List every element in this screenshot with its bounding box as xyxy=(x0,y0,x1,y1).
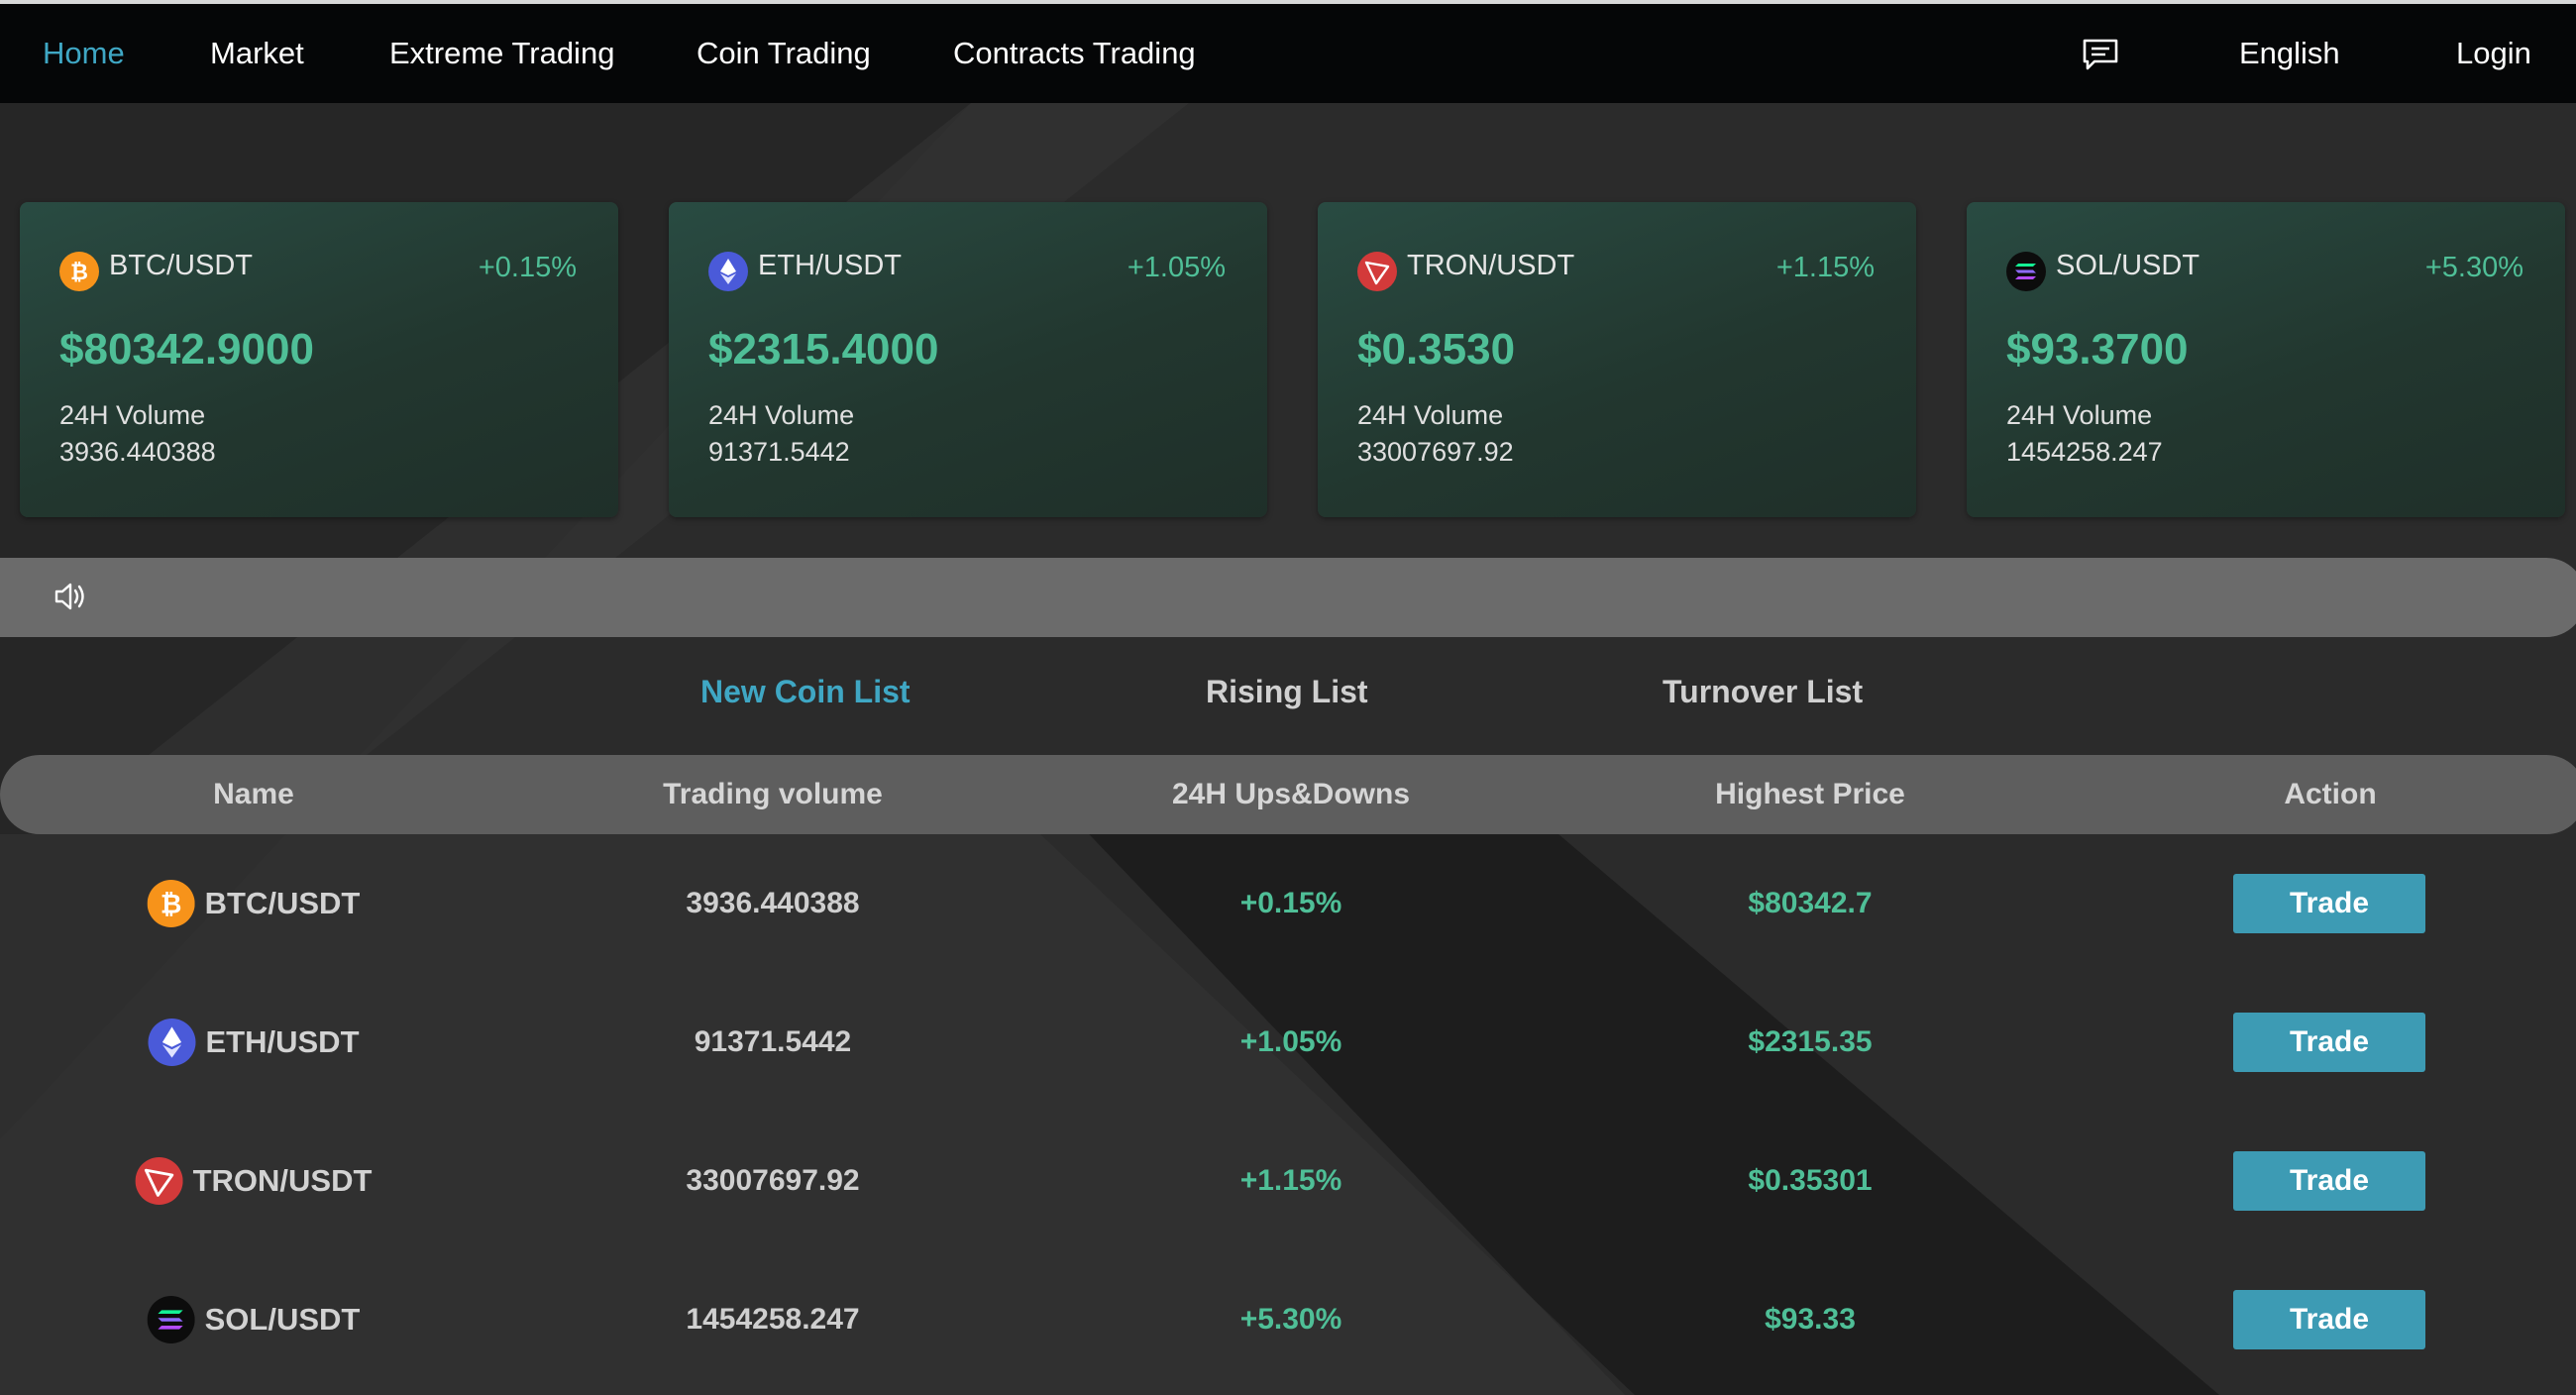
bitcoin-icon: ₿ xyxy=(59,252,99,291)
ticker-price: $0.3530 xyxy=(1357,325,1516,374)
announcement-bar[interactable] xyxy=(0,558,2576,637)
coin-name-cell: ₿ BTC/USDT xyxy=(147,834,361,973)
ticker-pair: BTC/USDT xyxy=(109,250,253,281)
table-row: ETH/USDT 91371.5442 +1.05% $2315.35 Trad… xyxy=(0,973,2576,1112)
ticker-card-sol[interactable]: SOL/USDT +5.30% $93.3700 24H Volume 1454… xyxy=(1967,202,2565,517)
message-icon[interactable] xyxy=(2081,38,2120,71)
trade-button[interactable]: Trade xyxy=(2233,874,2425,933)
speaker-icon[interactable] xyxy=(52,578,89,615)
ticker-volume-label: 24H Volume xyxy=(2006,400,2153,430)
column-header-action: Action xyxy=(2284,778,2377,810)
top-navigation: Home Market Extreme Trading Coin Trading… xyxy=(0,0,2576,103)
tron-icon xyxy=(135,1157,183,1205)
login-link[interactable]: Login xyxy=(2456,36,2531,70)
language-selector[interactable]: English xyxy=(2239,36,2340,70)
trading-volume-cell: 91371.5442 xyxy=(694,1025,852,1058)
ticker-volume-value: 91371.5442 xyxy=(708,437,850,467)
ticker-change: +1.05% xyxy=(1127,252,1226,283)
ethereum-icon xyxy=(148,1019,196,1066)
highest-price-cell: $93.33 xyxy=(1765,1303,1856,1336)
tab-new-coin-list[interactable]: New Coin List xyxy=(700,674,911,709)
change-cell: +5.30% xyxy=(1239,1303,1342,1336)
highest-price-cell: $80342.7 xyxy=(1748,887,1873,919)
column-header-trading-volume: Trading volume xyxy=(663,778,883,810)
ticker-volume-label: 24H Volume xyxy=(708,400,855,430)
nav-contracts-trading[interactable]: Contracts Trading xyxy=(953,36,1196,70)
ticker-volume-value: 3936.440388 xyxy=(59,437,216,467)
ticker-pair: SOL/USDT xyxy=(2056,250,2200,281)
tron-icon xyxy=(1357,252,1397,291)
ticker-card-btc[interactable]: ₿ BTC/USDT +0.15% $80342.9000 24H Volume… xyxy=(20,202,618,517)
coin-pair-name: ETH/USDT xyxy=(205,1024,360,1059)
solana-icon xyxy=(147,1296,195,1343)
ticker-price: $2315.4000 xyxy=(708,325,939,374)
ticker-change: +1.15% xyxy=(1775,252,1875,283)
column-header-name: Name xyxy=(213,778,294,810)
solana-icon xyxy=(2006,252,2046,291)
ticker-pair: ETH/USDT xyxy=(758,250,902,281)
highest-price-cell: $0.35301 xyxy=(1748,1164,1873,1197)
svg-text:₿: ₿ xyxy=(161,890,182,920)
column-header-highest-price: Highest Price xyxy=(1715,778,1905,810)
ticker-volume-label: 24H Volume xyxy=(1357,400,1504,430)
table-row: SOL/USDT 1454258.247 +5.30% $93.33 Trade xyxy=(0,1250,2576,1389)
svg-text:₿: ₿ xyxy=(70,261,88,285)
ticker-volume-label: 24H Volume xyxy=(59,400,206,430)
table-row: ₿ BTC/USDT 3936.440388 +0.15% $80342.7 T… xyxy=(0,834,2576,973)
ethereum-icon xyxy=(708,252,748,291)
ticker-card-eth[interactable]: ETH/USDT +1.05% $2315.4000 24H Volume 91… xyxy=(669,202,1267,517)
trade-button[interactable]: Trade xyxy=(2233,1013,2425,1072)
nav-home[interactable]: Home xyxy=(43,36,125,70)
ticker-pair: TRON/USDT xyxy=(1407,250,1575,281)
table-row: TRON/USDT 33007697.92 +1.15% $0.35301 Tr… xyxy=(0,1112,2576,1250)
coin-name-cell: ETH/USDT xyxy=(148,973,360,1112)
trade-button[interactable]: Trade xyxy=(2233,1290,2425,1349)
coin-name-cell: TRON/USDT xyxy=(135,1112,373,1250)
highest-price-cell: $2315.35 xyxy=(1748,1025,1873,1058)
coin-pair-name: TRON/USDT xyxy=(192,1163,373,1198)
change-cell: +1.05% xyxy=(1239,1025,1342,1058)
trading-volume-cell: 33007697.92 xyxy=(686,1164,860,1197)
coin-pair-name: BTC/USDT xyxy=(204,886,361,920)
ticker-change: +0.15% xyxy=(478,252,577,283)
ticker-price: $93.3700 xyxy=(2006,325,2189,374)
tab-turnover-list[interactable]: Turnover List xyxy=(1663,674,1864,709)
coin-name-cell: SOL/USDT xyxy=(147,1250,361,1389)
tab-rising-list[interactable]: Rising List xyxy=(1206,674,1368,709)
nav-extreme-trading[interactable]: Extreme Trading xyxy=(389,36,615,70)
trading-volume-cell: 1454258.247 xyxy=(686,1303,860,1336)
table-header: Name Trading volume 24H Ups&Downs Highes… xyxy=(0,755,2576,834)
ticker-card-tron[interactable]: TRON/USDT +1.15% $0.3530 24H Volume 3300… xyxy=(1318,202,1916,517)
trade-button[interactable]: Trade xyxy=(2233,1151,2425,1211)
change-cell: +1.15% xyxy=(1239,1164,1342,1197)
coin-pair-name: SOL/USDT xyxy=(204,1302,361,1337)
bitcoin-icon: ₿ xyxy=(147,880,195,927)
trading-volume-cell: 3936.440388 xyxy=(686,887,860,919)
change-cell: +0.15% xyxy=(1239,887,1342,919)
nav-market[interactable]: Market xyxy=(210,36,304,70)
ticker-change: +5.30% xyxy=(2424,252,2523,283)
ticker-volume-value: 33007697.92 xyxy=(1357,437,1514,467)
ticker-volume-value: 1454258.247 xyxy=(2006,437,2163,467)
column-header-ups-downs: 24H Ups&Downs xyxy=(1171,778,1411,810)
ticker-price: $80342.9000 xyxy=(59,325,314,374)
nav-coin-trading[interactable]: Coin Trading xyxy=(697,36,871,70)
